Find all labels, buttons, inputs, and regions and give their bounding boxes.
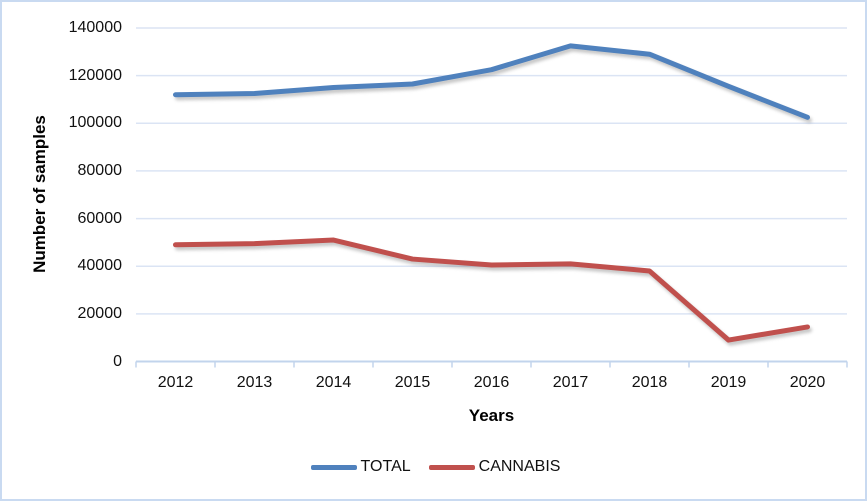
y-tick-label: 40000 [77,257,123,275]
y-tick-label: 140000 [68,19,122,36]
x-tick-label: 2012 [157,374,194,391]
legend-line-swatch [428,464,475,470]
y-tick-label: 20000 [77,304,123,322]
series-line-total [173,43,810,120]
y-tick-label: 100000 [68,114,122,132]
x-tick-label: 2016 [473,374,510,391]
y-tick-label: 120000 [68,66,122,84]
x-tick-label: 2013 [236,374,273,391]
legend-label: CANNABIS [478,458,561,475]
series-line-cannabis [173,237,810,343]
x-tick-label: 2017 [552,374,589,391]
gridlines [136,27,847,363]
y-tick-label: 60000 [77,209,123,227]
x-axis [135,361,848,368]
x-tick-label: 2014 [315,374,352,391]
y-axis-title: Number of samples [30,115,49,273]
legend-line-swatch [310,464,357,470]
series-lines [173,43,810,343]
legend-label: TOTAL [360,458,411,475]
legend-item-cannabis: CANNABIS [428,458,561,476]
legend-item-total: TOTAL [310,458,411,476]
x-tick-label: 2018 [631,374,668,391]
x-axis-title: Years [468,406,515,425]
y-tick-label: 80000 [77,161,123,179]
legend: TOTAL CANNABIS [2,458,865,476]
x-tick-label: 2015 [394,374,431,391]
x-tick-label: 2019 [710,374,747,391]
x-tick-label: 2020 [789,374,826,391]
y-tick-label: 0 [113,352,122,370]
